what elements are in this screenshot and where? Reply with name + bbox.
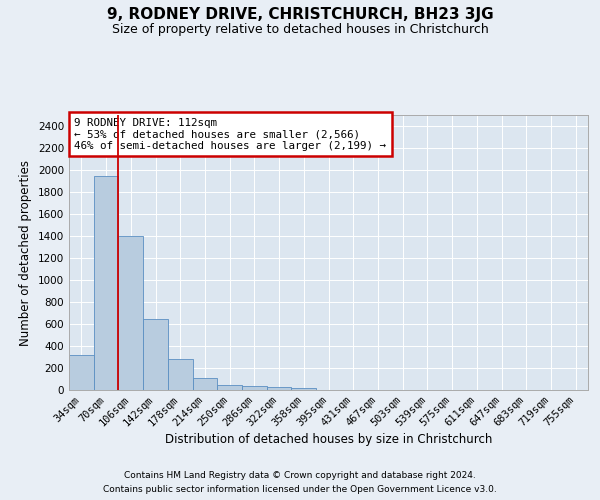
Bar (292, 388, 316, 390)
Text: Contains HM Land Registry data © Crown copyright and database right 2024.: Contains HM Land Registry data © Crown c… (124, 471, 476, 480)
Text: 9 RODNEY DRIVE: 112sqm
← 53% of detached houses are smaller (2,566)
46% of semi-: 9 RODNEY DRIVE: 112sqm ← 53% of detached… (74, 118, 386, 151)
Text: 9, RODNEY DRIVE, CHRISTCHURCH, BH23 3JG: 9, RODNEY DRIVE, CHRISTCHURCH, BH23 3JG (107, 8, 493, 22)
Y-axis label: Number of detached properties: Number of detached properties (19, 160, 32, 346)
Bar (69, 355, 94, 390)
Text: Contains public sector information licensed under the Open Government Licence v3: Contains public sector information licen… (103, 485, 497, 494)
Text: Distribution of detached houses by size in Christchurch: Distribution of detached houses by size … (165, 432, 493, 446)
Bar (267, 387, 292, 390)
Bar (118, 236, 143, 390)
Bar (217, 384, 242, 390)
Text: Size of property relative to detached houses in Christchurch: Size of property relative to detached ho… (112, 22, 488, 36)
Bar (94, 176, 118, 390)
Bar (143, 318, 168, 390)
Bar (168, 359, 193, 390)
Bar (242, 386, 267, 390)
Bar (193, 378, 217, 390)
